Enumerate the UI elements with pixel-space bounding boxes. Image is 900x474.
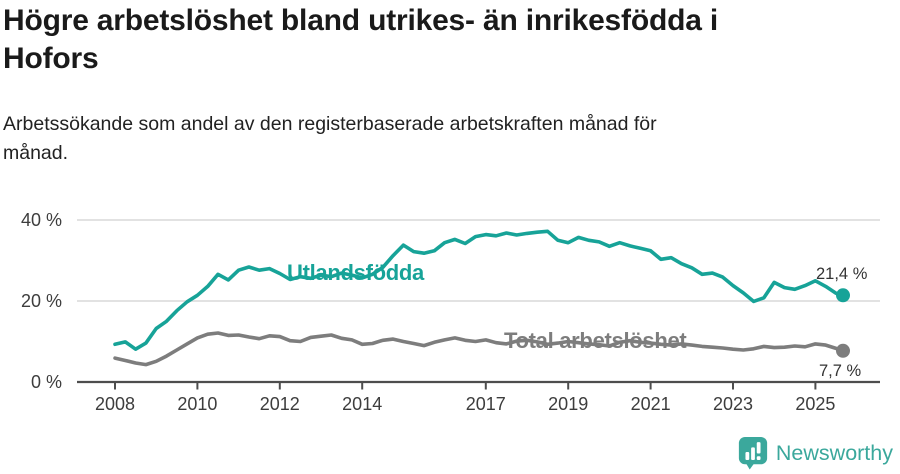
series-line-total — [113, 331, 845, 367]
x-tick-label: 2025 — [795, 394, 835, 414]
x-tick-label: 2014 — [342, 394, 382, 414]
page-title: Högre arbetslöshet bland utrikes- än inr… — [3, 4, 718, 75]
x-tick-label: 2021 — [631, 394, 671, 414]
y-tick-label-40: 40 % — [21, 210, 62, 230]
x-tick-label: 2010 — [177, 394, 217, 414]
series-label-total-arbetsloshet: Total arbetslöshet — [504, 328, 687, 353]
series-lines — [113, 229, 850, 367]
series-label-utlandsfodda: Utlandsfödda — [287, 260, 425, 285]
x-tick-label: 2008 — [95, 394, 135, 414]
end-value-label-total: 7,7 % — [819, 362, 862, 380]
series-end-dot-utlandsfodda — [836, 288, 850, 303]
x-axis: 2008 2010 2012 2014 2017 2019 2021 2023 2025 — [95, 382, 835, 414]
bar-chart-speech-bubble-icon — [738, 437, 768, 470]
y-tick-label-20: 20 % — [21, 291, 62, 311]
x-tick-label: 2017 — [466, 394, 506, 414]
series-end-dot-total — [836, 343, 850, 358]
line-chart: 40 % 20 % 0 % 2008 2010 2012 2014 2017 2019 20… — [21, 210, 880, 414]
x-tick-label: 2019 — [548, 394, 588, 414]
x-tick-label: 2012 — [260, 394, 300, 414]
series-line-utlandsfodda — [113, 229, 845, 351]
x-tick-label: 2023 — [713, 394, 753, 414]
y-tick-label-0: 0 % — [31, 372, 62, 392]
brand-name: Newsworthy — [775, 440, 893, 465]
newsworthy-logo: Newsworthy — [737, 436, 893, 470]
page-subtitle: Arbetssökande som andel av den registerb… — [3, 113, 657, 164]
end-value-label-utlandsfodda: 21,4 % — [816, 265, 868, 283]
